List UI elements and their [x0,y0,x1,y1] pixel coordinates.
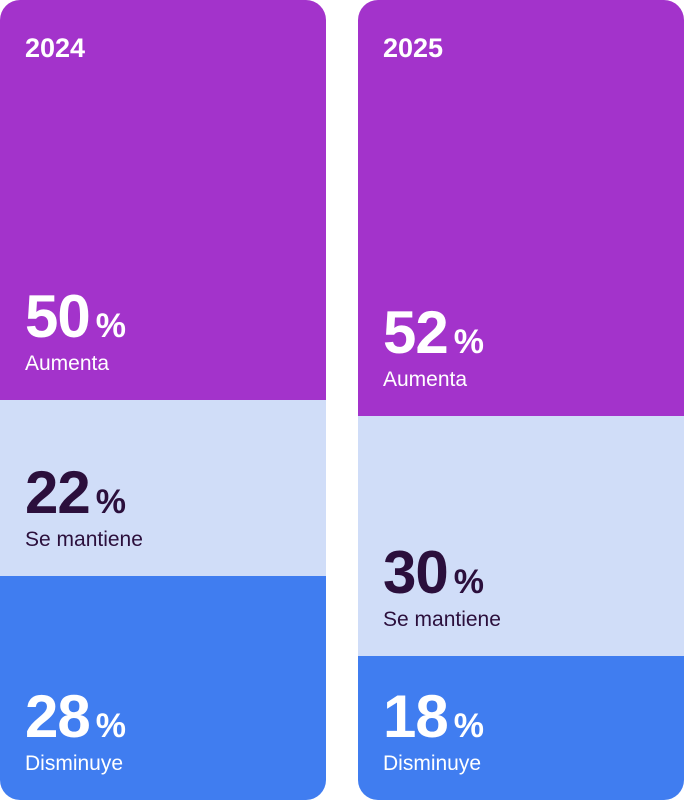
percent-value: 50 % [25,287,126,347]
segment-disminuye-2024: 28 % Disminuye [0,576,326,800]
value-disminuye-2024: 28 [25,683,91,750]
bar-2025: 2025 52 % Aumenta 30 % Se mantiene 18 % … [358,0,684,800]
label-aumenta-2024: Aumenta [25,352,110,375]
percent-sign: % [453,563,484,601]
percent-sign: % [453,323,484,361]
label-disminuye-2025: Disminuye [383,752,482,775]
segment-se-mantiene-2024: 22 % Se mantiene [0,400,326,576]
percent-value: 18 % [383,687,484,747]
percent-value: 52 % [383,303,484,363]
segment-text: 22 % Se mantiene [25,463,143,551]
segment-text: 30 % Se mantiene [383,543,501,631]
segment-aumenta-2024: 50 % Aumenta [0,0,326,400]
percent-sign: % [453,707,484,745]
segment-text: 50 % Aumenta [25,287,126,375]
value-aumenta-2025: 52 [383,299,449,366]
segment-text: 52 % Aumenta [383,303,484,391]
label-aumenta-2025: Aumenta [383,368,468,391]
value-disminuye-2025: 18 [383,683,449,750]
segment-aumenta-2025: 52 % Aumenta [358,0,684,416]
percent-sign: % [95,483,126,521]
percent-value: 30 % [383,543,501,603]
value-se-mantiene-2025: 30 [383,539,449,606]
value-se-mantiene-2024: 22 [25,459,91,526]
year-label-2024: 2024 [25,33,86,63]
percent-sign: % [95,707,126,745]
label-disminuye-2024: Disminuye [25,752,124,775]
value-aumenta-2024: 50 [25,283,91,350]
segment-disminuye-2025: 18 % Disminuye [358,656,684,800]
bar-2024: 2024 50 % Aumenta 22 % Se mantiene 28 % … [0,0,326,800]
label-se-mantiene-2024: Se mantiene [25,528,143,551]
percent-value: 28 % [25,687,126,747]
year-label-2025: 2025 [383,33,444,63]
percent-value: 22 % [25,463,143,523]
segment-text: 18 % Disminuye [383,687,484,775]
label-se-mantiene-2025: Se mantiene [383,608,501,631]
segment-se-mantiene-2025: 30 % Se mantiene [358,416,684,656]
segment-text: 28 % Disminuye [25,687,126,775]
percent-sign: % [95,307,126,345]
